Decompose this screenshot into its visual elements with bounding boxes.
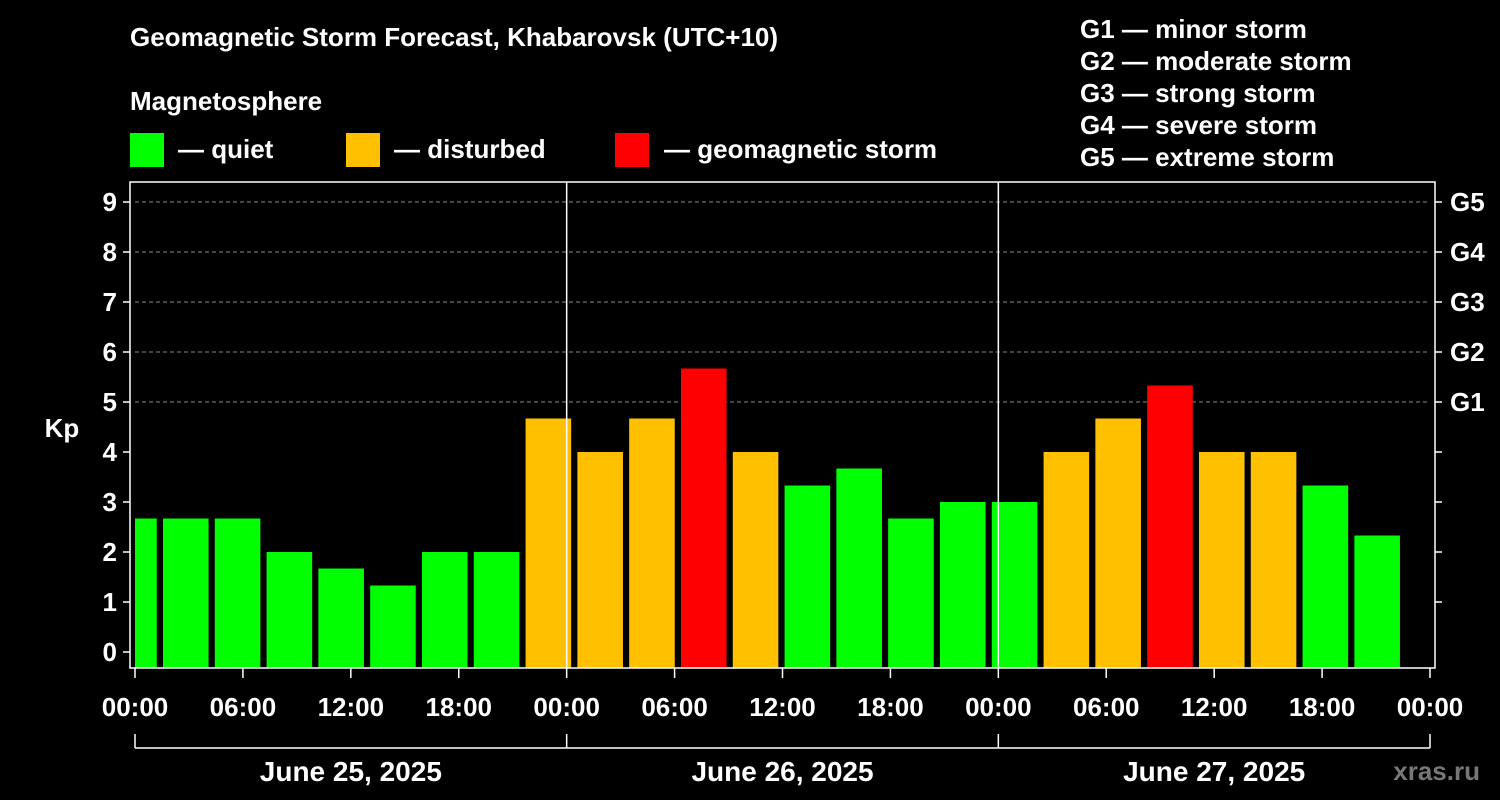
y-tick-label: 6 [103, 337, 117, 367]
kp-bar [939, 502, 986, 668]
x-tick-label: 00:00 [965, 692, 1032, 722]
storm-scale-g4: G4 — severe storm [1080, 110, 1318, 140]
kp-bar [473, 552, 520, 668]
x-tick-label: 12:00 [749, 692, 816, 722]
x-tick-label: 00:00 [533, 692, 600, 722]
y-tick-label: 5 [103, 387, 117, 417]
y-tick-label: 3 [103, 487, 117, 517]
x-tick-label: 12:00 [1181, 692, 1248, 722]
x-tick-label: 06:00 [210, 692, 277, 722]
kp-bar [836, 468, 882, 668]
storm-scale-g5: G5 — extreme storm [1080, 142, 1335, 172]
y-tick-label: 9 [103, 187, 117, 217]
legend-label-quiet: — quiet [178, 134, 274, 164]
kp-bar [888, 518, 934, 668]
y-tick-label: 7 [103, 287, 117, 317]
storm-level-label: G1 [1450, 387, 1485, 417]
kp-bar [370, 585, 416, 668]
x-tick-label: 00:00 [102, 692, 169, 722]
x-tick-label: 18:00 [426, 692, 493, 722]
y-tick-label: 8 [103, 237, 117, 267]
kp-bar [577, 452, 623, 668]
kp-bar [1095, 418, 1141, 668]
legend-swatch-quiet [130, 133, 164, 167]
x-tick-label: 18:00 [857, 692, 924, 722]
storm-scale-g3: G3 — strong storm [1080, 78, 1316, 108]
y-tick-label: 2 [103, 537, 117, 567]
kp-bar [629, 418, 675, 668]
y-tick-label: 1 [103, 587, 117, 617]
kp-bar [214, 518, 261, 668]
kp-bar [266, 552, 313, 668]
storm-scale-g2: G2 — moderate storm [1080, 46, 1352, 76]
legend-swatch-storm [615, 133, 649, 167]
kp-bar [732, 452, 779, 668]
kp-bar [318, 568, 364, 668]
kp-bar [135, 518, 157, 668]
day-label: June 26, 2025 [691, 756, 873, 787]
legend-label-storm: — geomagnetic storm [664, 134, 938, 164]
storm-level-label: G5 [1450, 187, 1485, 217]
x-tick-label: 00:00 [1397, 692, 1464, 722]
y-axis-label: Kp [45, 413, 80, 443]
x-tick-label: 12:00 [318, 692, 385, 722]
day-label: June 27, 2025 [1123, 756, 1305, 787]
storm-level-label: G2 [1450, 337, 1485, 367]
kp-bar [680, 368, 727, 668]
magnetosphere-heading: Magnetosphere [130, 86, 323, 116]
y-tick-label: 0 [103, 637, 117, 667]
kp-bar [784, 485, 831, 668]
x-tick-label: 06:00 [641, 692, 708, 722]
kp-bar [991, 502, 1038, 668]
legend-swatch-disturbed [346, 133, 380, 167]
x-tick-label: 06:00 [1073, 692, 1140, 722]
kp-bar [1147, 385, 1193, 668]
x-tick-label: 18:00 [1289, 692, 1356, 722]
day-label: June 25, 2025 [260, 756, 442, 787]
storm-level-label: G3 [1450, 287, 1485, 317]
kp-bar [162, 518, 209, 668]
kp-bar [1302, 485, 1349, 668]
y-tick-label: 4 [103, 437, 118, 467]
kp-bar [1043, 452, 1090, 668]
storm-level-label: G4 [1450, 237, 1485, 267]
kp-bar [1250, 452, 1297, 668]
watermark: xras.ru [1393, 756, 1480, 786]
kp-bar [421, 552, 468, 668]
kp-bar [1198, 452, 1245, 668]
legend-label-disturbed: — disturbed [394, 134, 546, 164]
chart-title: Geomagnetic Storm Forecast, Khabarovsk (… [130, 22, 779, 52]
kp-bar [1354, 535, 1400, 668]
kp-bar [525, 418, 572, 668]
storm-scale-g1: G1 — minor storm [1080, 14, 1307, 44]
